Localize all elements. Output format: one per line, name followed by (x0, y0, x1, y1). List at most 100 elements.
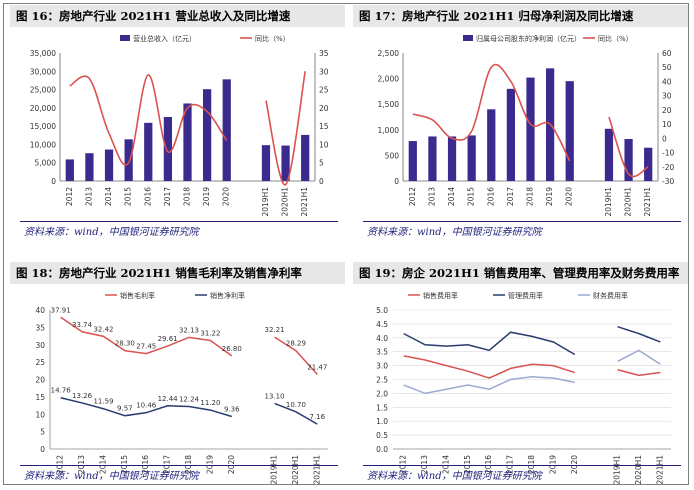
x-tick-label: 2019 (548, 455, 557, 474)
y-left-tick-label: 30,000 (30, 67, 56, 76)
y-tick-label: 2.0 (376, 389, 388, 398)
source-note: 资料来源：wind，中国银河证券研究院 (367, 471, 542, 482)
source-divider (20, 465, 338, 466)
y-tick-label: 2.5 (376, 376, 388, 385)
y-right-tick-label: 20 (319, 104, 329, 113)
bar (222, 79, 231, 181)
data-label: 28.29 (286, 340, 306, 348)
panel-fig18: 图 18：房地产行业 2021H1 销售毛利率及销售净利率 0 5 10 15 20 25… (10, 262, 345, 485)
x-tick-label: 2020H1 (281, 187, 290, 217)
y-tick-label: 0.0 (376, 445, 388, 454)
data-label: 11.59 (93, 398, 113, 406)
panel-title: 图 16：房地产行业 2021H1 营业总收入及同比增速 (10, 5, 345, 27)
legend-swatch-bar (463, 35, 473, 41)
x-tick-label: 2016 (141, 455, 150, 474)
x-tick-label: 2021H1 (655, 455, 664, 485)
data-label: 9.57 (117, 405, 133, 413)
data-label: 14.76 (51, 387, 72, 395)
panel-title: 图 17：房地产行业 2021H1 归母净利润及同比增速 (353, 5, 688, 27)
legend-label-bar: 营业总收入（亿元） (133, 34, 196, 43)
source-divider (363, 465, 681, 466)
panel-fig16: 图 16：房地产行业 2021H1 营业总收入及同比增速 0 5,000 10,00… (10, 5, 345, 238)
x-tick-label: 2020H1 (291, 455, 300, 485)
x-tick-label: 2015 (467, 187, 476, 206)
bar (565, 81, 574, 181)
y-right-tick-label: 10 (319, 140, 329, 149)
series-line (403, 331, 576, 356)
x-tick-label: 2016 (143, 187, 152, 206)
bar (506, 88, 516, 181)
bar (104, 149, 114, 181)
x-tick-label: 2017 (506, 455, 515, 474)
x-tick-label: 2020 (222, 187, 231, 206)
y-left-tick-label: 20,000 (30, 104, 56, 113)
growth-line (412, 63, 571, 162)
data-label: 32.13 (179, 326, 199, 334)
data-label: 29.61 (158, 335, 178, 343)
legend-swatch-bar (120, 35, 130, 41)
bar (261, 145, 271, 181)
y-right-tick-label: 0 (662, 134, 667, 143)
legend-label-bar: 归属母公司股东的净利润（亿元） (476, 34, 581, 43)
y-tick-label: 4.0 (376, 334, 388, 343)
series-line (617, 369, 661, 377)
data-label: 7.16 (310, 413, 326, 421)
y-right-tick-label: 50 (662, 63, 672, 72)
y-tick-label: 5.0 (376, 306, 388, 315)
data-label: 31.22 (200, 330, 220, 338)
bar (281, 145, 290, 181)
y-left-tick-label: 25,000 (30, 86, 56, 95)
y-left-tick-label: 1,000 (378, 126, 400, 135)
x-tick-label: 2014 (441, 455, 450, 474)
x-tick-label: 2019 (545, 187, 554, 206)
source-note: 资料来源：wind，中国银河证券研究院 (24, 471, 199, 482)
y-left-tick-label: 2,500 (378, 49, 400, 58)
x-tick-label: 2021H1 (300, 187, 309, 217)
x-tick-label: 2018 (184, 455, 193, 474)
x-tick-label: 2020 (570, 455, 579, 474)
x-tick-label: 2013 (427, 187, 436, 206)
y-right-tick-label: 20 (662, 106, 672, 115)
x-tick-label: 2015 (120, 455, 129, 474)
growth-line (69, 74, 228, 166)
data-label: 11.20 (200, 399, 220, 407)
x-tick-label: 2019H1 (604, 187, 613, 217)
bar (163, 117, 173, 181)
x-tick-label: 2013 (420, 455, 429, 474)
bar (65, 159, 74, 181)
x-tick-label: 2012 (56, 455, 65, 474)
growth-line (265, 71, 306, 186)
bar (624, 139, 633, 181)
bar (487, 109, 496, 181)
bar (408, 141, 417, 181)
y-tick-label: 4.5 (376, 320, 388, 329)
x-tick-label: 2016 (484, 455, 493, 474)
source-note: 资料来源：wind，中国银河证券研究院 (24, 227, 199, 238)
series-line (274, 336, 318, 375)
x-tick-label: 2014 (447, 187, 456, 206)
x-tick-label: 2018 (527, 455, 536, 474)
series-line (274, 402, 318, 425)
data-label: 27.45 (136, 343, 156, 351)
series-line (617, 349, 661, 365)
x-tick-label: 2017 (163, 455, 172, 474)
x-tick-label: 2012 (408, 187, 417, 206)
x-tick-label: 2019H1 (270, 455, 279, 485)
y-right-tick-label: 15 (319, 122, 329, 131)
bar (644, 147, 653, 181)
y-right-tick-label: -30 (662, 177, 674, 186)
data-label: 13.26 (72, 392, 93, 400)
data-label: 32.21 (265, 326, 285, 334)
bar (301, 134, 310, 181)
y-right-tick-label: 10 (662, 120, 672, 129)
panel-fig17: 图 17：房地产行业 2021H1 归母净利润及同比增速 0 500 1,000 1,… (353, 5, 688, 238)
bar (144, 122, 153, 181)
data-label: 12.24 (179, 395, 200, 403)
bar (604, 128, 614, 181)
y-tick-label: 35 (35, 323, 45, 332)
data-label: 33.74 (72, 321, 93, 329)
x-tick-label: 2013 (77, 455, 86, 474)
source-note: 资料来源：wind，中国银河证券研究院 (367, 227, 542, 238)
y-left-tick-label: 15,000 (30, 122, 56, 131)
